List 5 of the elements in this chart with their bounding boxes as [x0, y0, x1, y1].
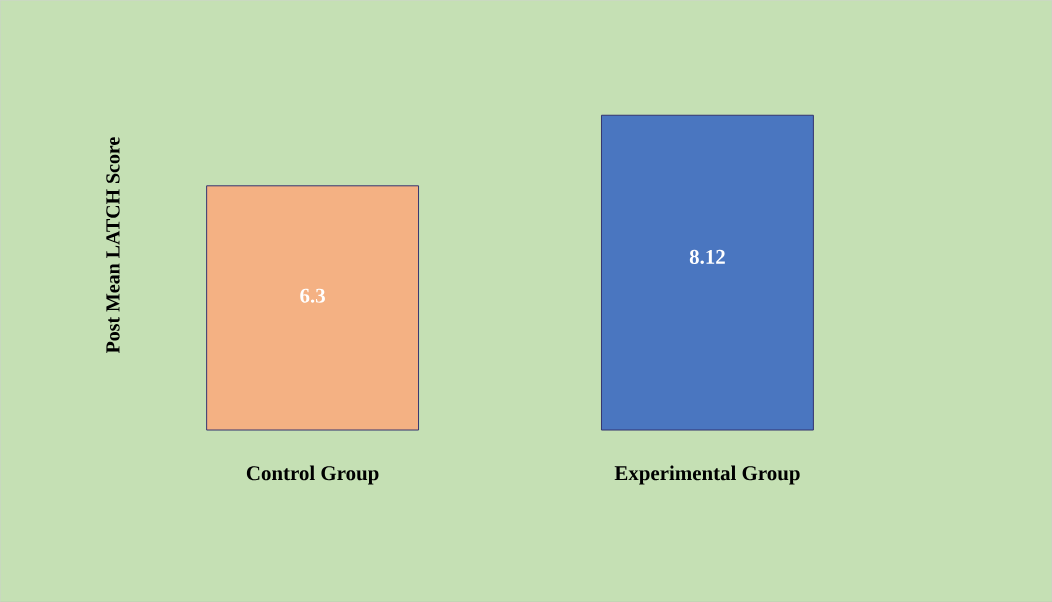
y-axis-title: Post Mean LATCH Score — [106, 137, 120, 354]
x-tick-label: Control Group — [246, 465, 379, 485]
x-tick-label: Experimental Group — [614, 465, 800, 485]
data-label: 8.12 — [689, 249, 725, 264]
data-label: 6.3 — [300, 288, 325, 303]
